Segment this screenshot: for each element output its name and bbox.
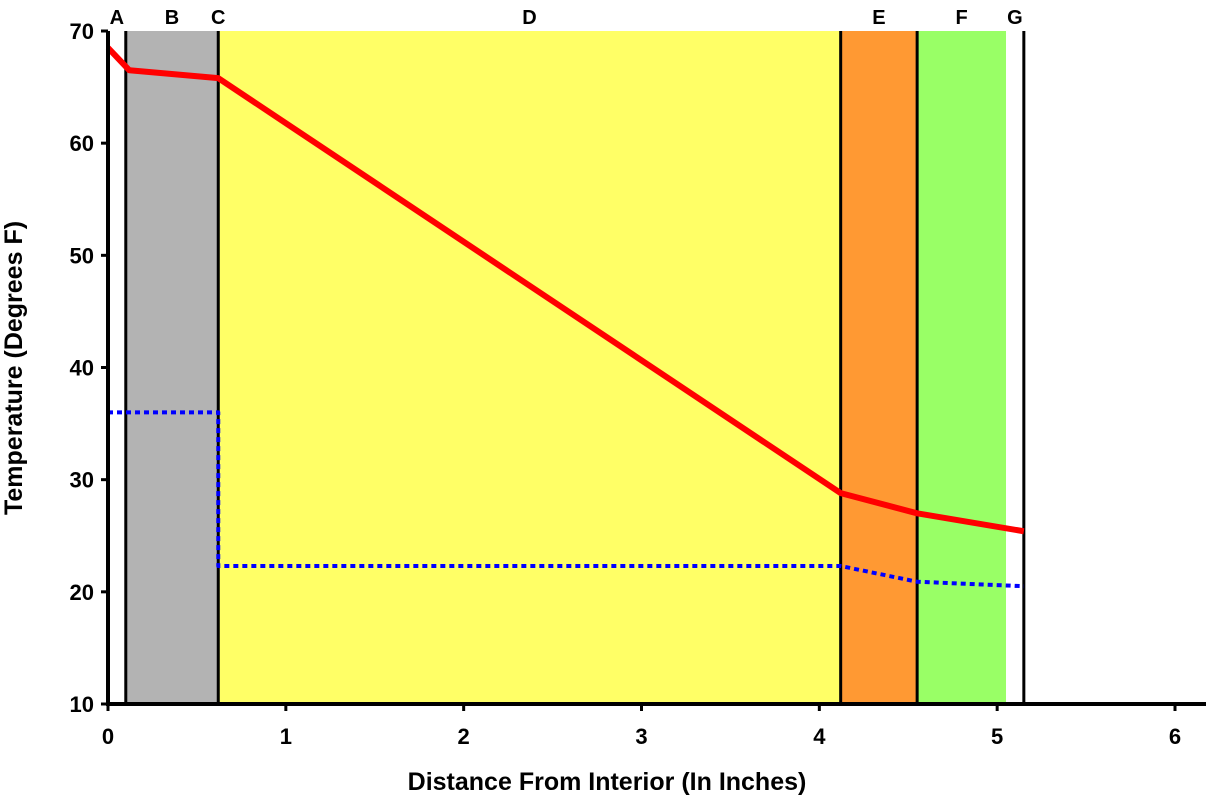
y-tick-label: 70 bbox=[70, 19, 94, 44]
layer-band-d bbox=[218, 31, 841, 704]
layer-label-d: D bbox=[522, 7, 536, 29]
y-tick-label: 40 bbox=[70, 356, 94, 381]
y-tick-label: 10 bbox=[70, 692, 94, 717]
x-tick-label: 3 bbox=[635, 724, 647, 749]
layer-label-c: C bbox=[211, 7, 225, 29]
x-tick-label: 4 bbox=[813, 724, 826, 749]
layer-band-g bbox=[1006, 31, 1024, 704]
axes bbox=[101, 29, 1206, 711]
layer-labels: A B C D E F G bbox=[110, 7, 1023, 29]
x-tick-label: 6 bbox=[1169, 724, 1181, 749]
layer-band-f bbox=[917, 31, 1007, 704]
y-tick-label: 60 bbox=[70, 131, 94, 156]
x-axis-title: Distance From Interior (In Inches) bbox=[408, 768, 807, 796]
series-line-dotted bbox=[108, 410, 1024, 589]
layer-label-g: G bbox=[1007, 7, 1023, 29]
y-axis-title: Temperature (Degrees F) bbox=[0, 221, 28, 515]
y-tick-label: 20 bbox=[70, 580, 94, 605]
y-tick-label: 30 bbox=[70, 468, 94, 493]
data-series bbox=[105, 45, 1025, 589]
wall-layers bbox=[108, 31, 1024, 704]
x-tick-label: 0 bbox=[102, 724, 114, 749]
layer-label-a: A bbox=[110, 7, 124, 29]
x-tick-label: 5 bbox=[991, 724, 1003, 749]
layer-band-e bbox=[840, 31, 918, 704]
layer-band-a bbox=[108, 31, 126, 704]
layer-band-b bbox=[125, 31, 219, 704]
tick-labels: 0 1 2 3 4 5 6 10 20 30 40 50 60 70 bbox=[70, 19, 1182, 749]
layer-boundaries bbox=[124, 31, 1026, 704]
y-tick-label: 50 bbox=[70, 243, 94, 268]
layer-label-e: E bbox=[872, 7, 885, 29]
layer-label-b: B bbox=[165, 7, 179, 29]
series-line-solid bbox=[105, 45, 1025, 535]
x-tick-label: 1 bbox=[280, 724, 292, 749]
x-tick-label: 2 bbox=[458, 724, 470, 749]
layer-label-f: F bbox=[955, 7, 967, 29]
